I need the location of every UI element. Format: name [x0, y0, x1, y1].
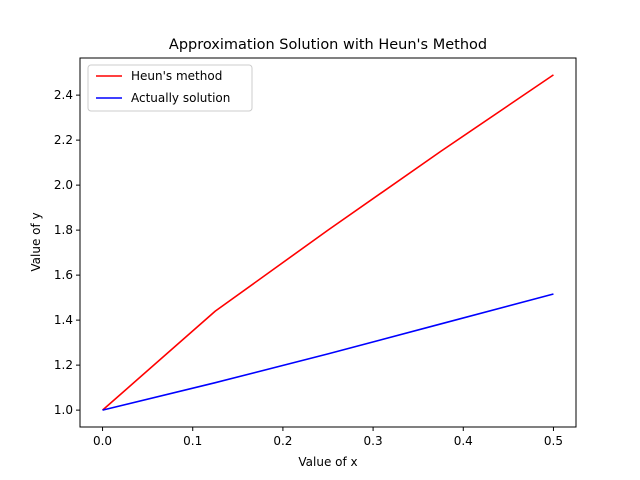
y-axis: 1.0 1.2 1.4 1.6 1.8 2.0 2.2 2.4 [54, 88, 80, 417]
x-axis: 0.0 0.1 0.2 0.3 0.4 0.5 [93, 427, 563, 448]
y-tick-label: 2.2 [54, 133, 73, 147]
series-line-2 [103, 294, 554, 410]
x-tick-label: 0.2 [273, 434, 292, 448]
legend-label-2: Actually solution [131, 91, 230, 105]
y-tick-label: 1.4 [54, 313, 73, 327]
series-layer [103, 75, 554, 410]
series-line-1 [103, 75, 554, 410]
chart-title: Approximation Solution with Heun's Metho… [169, 37, 487, 53]
y-tick-label: 1.0 [54, 403, 73, 417]
y-tick-label: 1.6 [54, 268, 73, 282]
x-tick-label: 0.3 [364, 434, 383, 448]
y-tick-label: 1.2 [54, 358, 73, 372]
y-tick-label: 2.4 [54, 88, 73, 102]
y-tick-label: 2.0 [54, 178, 73, 192]
plot-area [80, 58, 576, 427]
x-axis-label: Value of x [298, 455, 357, 469]
x-tick-label: 0.4 [454, 434, 473, 448]
x-tick-label: 0.5 [544, 434, 563, 448]
y-axis-label: Value of y [29, 212, 43, 271]
x-tick-label: 0.0 [93, 434, 112, 448]
legend-label-1: Heun's method [131, 69, 222, 83]
plot-frame [80, 58, 576, 427]
x-tick-label: 0.1 [183, 434, 202, 448]
legend: Heun's method Actually solution [88, 65, 252, 111]
y-tick-label: 1.8 [54, 223, 73, 237]
